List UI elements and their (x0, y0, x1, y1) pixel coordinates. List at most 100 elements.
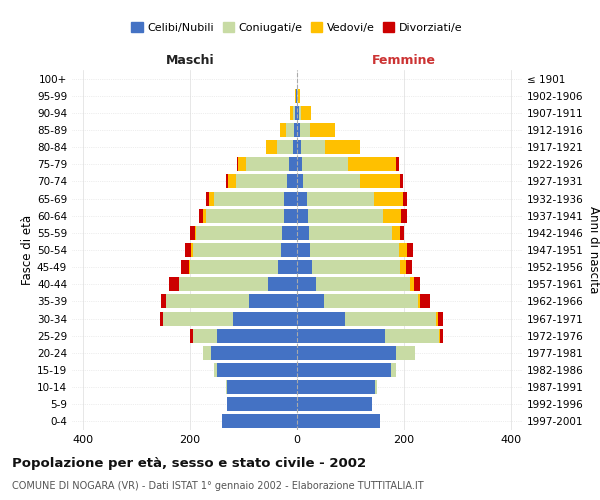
Bar (374, 192, 403, 205)
Bar (237, 158, 238, 172)
Bar (324, 294, 418, 308)
Bar (325, 140, 360, 154)
Bar (400, 174, 403, 188)
Bar (407, 243, 413, 257)
Bar (179, 278, 268, 291)
Text: COMUNE DI NOGARA (VR) - Dati ISTAT 1° gennaio 2002 - Elaborazione TUTTITALIA.IT: COMUNE DI NOGARA (VR) - Dati ISTAT 1° ge… (12, 481, 424, 491)
Bar (163, 312, 233, 326)
Bar (295, 123, 297, 137)
Bar (169, 278, 179, 291)
Bar (196, 226, 282, 240)
Bar (268, 278, 297, 291)
Bar (297, 88, 298, 102)
Bar (301, 140, 325, 154)
Bar (217, 363, 297, 377)
Bar (297, 243, 310, 257)
Bar (438, 312, 443, 326)
Bar (206, 192, 209, 205)
Bar (166, 294, 249, 308)
Bar (211, 346, 297, 360)
Bar (297, 226, 309, 240)
Bar (297, 363, 391, 377)
Bar (297, 414, 380, 428)
Bar (297, 208, 308, 222)
Bar (392, 226, 400, 240)
Bar (383, 208, 401, 222)
Bar (297, 106, 299, 120)
Bar (222, 414, 297, 428)
Bar (293, 140, 297, 154)
Bar (290, 106, 293, 120)
Bar (293, 106, 295, 120)
Bar (391, 363, 396, 377)
Text: Popolazione per età, sesso e stato civile - 2002: Popolazione per età, sesso e stato civil… (12, 458, 366, 470)
Bar (193, 328, 217, 342)
Bar (297, 312, 345, 326)
Bar (439, 328, 440, 342)
Bar (189, 260, 190, 274)
Bar (301, 106, 311, 120)
Bar (310, 243, 399, 257)
Bar (297, 398, 372, 411)
Bar (280, 123, 286, 137)
Bar (206, 208, 284, 222)
Bar (297, 278, 316, 291)
Bar (307, 192, 374, 205)
Bar (401, 208, 407, 222)
Bar (414, 278, 420, 291)
Bar (194, 226, 196, 240)
Bar (403, 192, 407, 205)
Bar (297, 346, 396, 360)
Bar (284, 192, 297, 205)
Bar (297, 260, 312, 274)
Bar (309, 226, 392, 240)
Bar (297, 294, 324, 308)
Bar (284, 208, 297, 222)
Bar (282, 226, 297, 240)
Bar (227, 398, 297, 411)
Bar (190, 328, 193, 342)
Bar (345, 312, 436, 326)
Bar (278, 260, 297, 274)
Bar (297, 174, 304, 188)
Bar (214, 192, 284, 205)
Bar (385, 328, 439, 342)
Bar (286, 123, 295, 137)
Bar (400, 260, 406, 274)
Bar (190, 260, 278, 274)
Bar (310, 123, 335, 137)
Bar (277, 140, 293, 154)
Bar (217, 328, 297, 342)
Y-axis label: Fasce di età: Fasce di età (21, 215, 34, 285)
Bar (406, 260, 412, 274)
Bar (236, 174, 287, 188)
Bar (238, 158, 246, 172)
Bar (420, 294, 430, 308)
Bar (181, 260, 189, 274)
Bar (287, 174, 297, 188)
Bar (161, 294, 166, 308)
Bar (409, 278, 414, 291)
Bar (185, 243, 191, 257)
Bar (297, 192, 307, 205)
Bar (214, 363, 217, 377)
Bar (418, 294, 420, 308)
Bar (227, 380, 297, 394)
Bar (193, 243, 281, 257)
Bar (359, 174, 400, 188)
Bar (295, 106, 297, 120)
Bar (281, 243, 297, 257)
Bar (297, 158, 302, 172)
Bar (308, 208, 383, 222)
Legend: Celibi/Nubili, Coniugati/e, Vedovi/e, Divorziati/e: Celibi/Nubili, Coniugati/e, Vedovi/e, Di… (127, 18, 467, 38)
Bar (226, 174, 229, 188)
Bar (297, 380, 374, 394)
Bar (266, 140, 277, 154)
Bar (190, 226, 194, 240)
Bar (246, 158, 289, 172)
Bar (297, 140, 301, 154)
Bar (436, 312, 438, 326)
Bar (312, 260, 400, 274)
Bar (316, 278, 409, 291)
Bar (440, 328, 443, 342)
